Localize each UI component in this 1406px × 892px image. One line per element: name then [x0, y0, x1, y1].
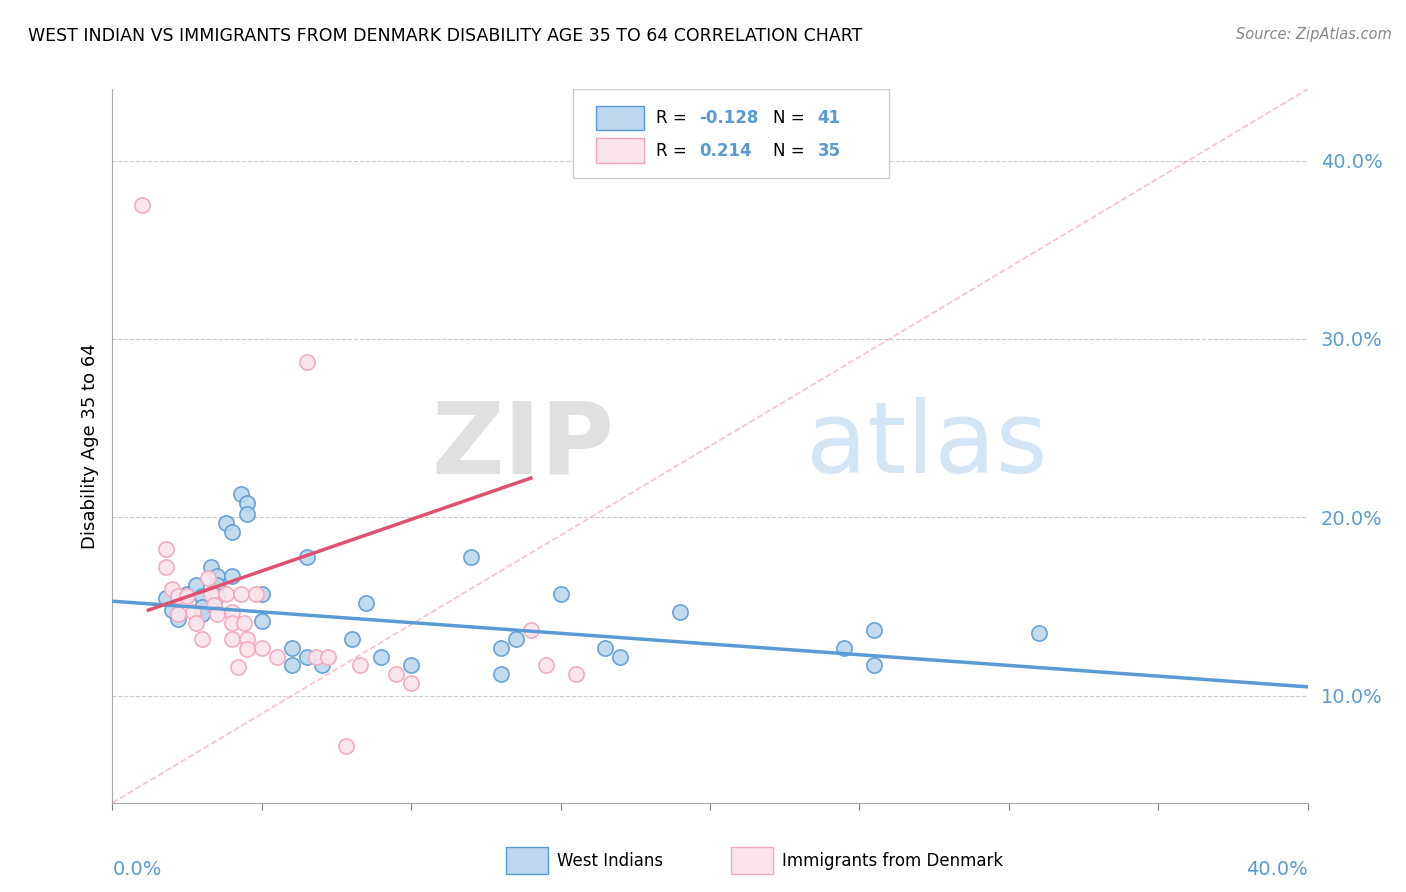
Point [335, 739, 357, 753]
Point [226, 660, 249, 674]
Point [176, 587, 198, 601]
Text: 41: 41 [818, 109, 841, 127]
Point [863, 623, 886, 637]
Point [311, 658, 333, 673]
Point [197, 571, 219, 585]
Point [250, 587, 273, 601]
Point [167, 589, 190, 603]
Point [191, 607, 214, 621]
Point [401, 658, 423, 673]
Point [550, 587, 572, 601]
Text: 40.0%: 40.0% [1246, 860, 1308, 879]
FancyBboxPatch shape [596, 105, 644, 130]
Text: ZIP: ZIP [432, 398, 614, 494]
Point [215, 516, 238, 530]
Text: -0.128: -0.128 [699, 109, 759, 127]
Point [221, 569, 243, 583]
Point [595, 640, 617, 655]
Point [250, 640, 273, 655]
Text: WEST INDIAN VS IMMIGRANTS FROM DENMARK DISABILITY AGE 35 TO 64 CORRELATION CHART: WEST INDIAN VS IMMIGRANTS FROM DENMARK D… [28, 27, 862, 45]
Point [167, 607, 190, 621]
Text: Source: ZipAtlas.com: Source: ZipAtlas.com [1236, 27, 1392, 42]
Point [356, 596, 378, 610]
Text: 0.214: 0.214 [699, 142, 752, 160]
Point [489, 667, 512, 681]
Point [186, 615, 208, 630]
Point [232, 615, 256, 630]
Point [281, 640, 304, 655]
Point [176, 589, 198, 603]
Point [155, 560, 177, 574]
Point [215, 587, 238, 601]
Point [205, 578, 228, 592]
Y-axis label: Disability Age 35 to 64: Disability Age 35 to 64 [80, 343, 98, 549]
Point [250, 614, 273, 628]
Text: R =: R = [657, 142, 692, 160]
Point [221, 524, 243, 539]
Point [281, 658, 304, 673]
Point [834, 640, 856, 655]
Point [489, 640, 512, 655]
Point [155, 542, 177, 557]
Point [295, 355, 318, 369]
Point [245, 587, 267, 601]
Point [155, 591, 177, 605]
Point [401, 676, 423, 690]
Point [236, 496, 259, 510]
Point [295, 549, 318, 564]
Point [131, 198, 153, 212]
Point [534, 658, 557, 673]
Point [266, 649, 288, 664]
Text: 35: 35 [818, 142, 841, 160]
Point [1028, 626, 1050, 640]
Point [340, 632, 363, 646]
Text: West Indians: West Indians [557, 852, 662, 870]
Point [205, 607, 228, 621]
Text: N =: N = [773, 109, 810, 127]
Text: atlas: atlas [806, 398, 1047, 494]
Point [229, 487, 252, 501]
Point [236, 642, 259, 657]
Point [520, 623, 543, 637]
Point [205, 589, 228, 603]
Point [236, 507, 259, 521]
FancyBboxPatch shape [596, 138, 644, 162]
Point [200, 587, 222, 601]
Point [167, 612, 190, 626]
Text: N =: N = [773, 142, 810, 160]
Point [236, 632, 259, 646]
Point [304, 649, 326, 664]
Point [385, 667, 408, 681]
Text: R =: R = [657, 109, 692, 127]
Point [200, 560, 222, 574]
Point [186, 578, 208, 592]
Point [370, 649, 392, 664]
Point [349, 658, 371, 673]
Text: 0.0%: 0.0% [112, 860, 162, 879]
Text: Immigrants from Denmark: Immigrants from Denmark [782, 852, 1002, 870]
Point [505, 632, 527, 646]
Point [229, 587, 252, 601]
Point [221, 615, 243, 630]
Point [205, 569, 228, 583]
Point [460, 549, 482, 564]
Point [162, 582, 183, 596]
Point [564, 667, 586, 681]
Point [181, 605, 204, 619]
Point [202, 598, 225, 612]
Point [669, 605, 692, 619]
Point [162, 603, 183, 617]
FancyBboxPatch shape [572, 89, 889, 178]
Point [221, 605, 243, 619]
Point [191, 599, 214, 614]
Point [316, 649, 339, 664]
Point [191, 632, 214, 646]
Point [609, 649, 631, 664]
Point [191, 589, 214, 603]
Point [295, 649, 318, 664]
Point [863, 658, 886, 673]
Point [221, 632, 243, 646]
